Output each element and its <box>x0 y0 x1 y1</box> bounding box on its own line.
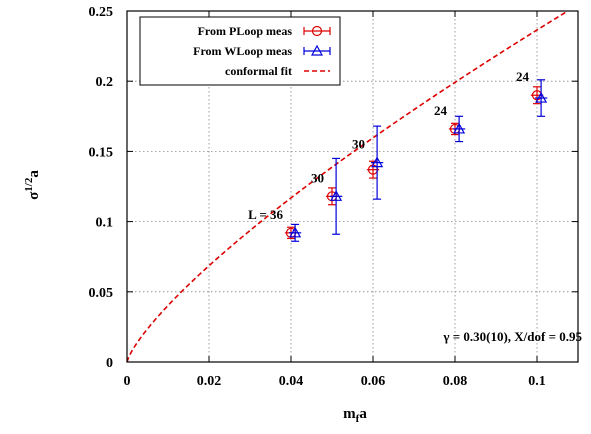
legend-swatch-wloop <box>303 44 331 56</box>
triangle-marker <box>371 156 384 168</box>
x-tick-label: 0 <box>124 374 131 389</box>
legend: From PLoop meas From WLoop meas conforma… <box>139 16 341 86</box>
fit-curve-layer <box>126 10 568 363</box>
lattice-size-label: 30 <box>352 137 365 152</box>
fit-curve <box>126 10 568 363</box>
legend-label-ploop: From PLoop meas <box>198 24 293 38</box>
triangle-marker <box>453 122 466 134</box>
legend-swatch-ploop <box>303 25 331 37</box>
wloop-point <box>288 223 302 242</box>
tick-labels: 0 0.02 0.04 0.06 0.08 0.1 0 0.05 0.1 0.15 0.2 0.25 <box>89 5 546 389</box>
y-tick-label: 0.15 <box>89 145 114 160</box>
x-axis-title-tail: a <box>359 406 367 422</box>
triangle-marker <box>289 226 302 238</box>
y-axis-title-tail: a <box>26 170 42 178</box>
wloop-point <box>452 115 466 143</box>
wloop-point <box>329 157 343 235</box>
plot-frame <box>126 10 579 363</box>
plot-border <box>126 10 579 363</box>
y-axis-title: σ1/2a <box>23 170 42 200</box>
triangle-marker <box>330 190 343 201</box>
series-layer <box>284 79 548 242</box>
lattice-size-label: L = 36 <box>248 207 283 222</box>
legend-label-wloop: From WLoop meas <box>193 44 292 58</box>
legend-label-fit: conformal fit <box>225 64 292 78</box>
x-tick-label: 0.02 <box>197 374 222 389</box>
y-axis-title-main: σ <box>26 191 42 200</box>
y-tick-label: 0.25 <box>89 5 114 20</box>
x-tick-label: 0.06 <box>361 374 386 389</box>
point-labels: L = 36 30 30 24 24 <box>248 69 529 222</box>
x-tick-label: 0.04 <box>279 374 304 389</box>
y-tick-label: 0 <box>106 356 113 371</box>
x-axis-title-main: m <box>343 406 356 422</box>
fit-annotation: γ = 0.30(10), X/dof = 0.95 <box>442 329 582 344</box>
x-tick-label: 0.1 <box>528 374 546 389</box>
x-tick-label: 0.08 <box>443 374 468 389</box>
y-axis-title-sup: 1/2 <box>23 177 35 192</box>
wloop-point <box>534 79 548 117</box>
y-tick-label: 0.2 <box>96 75 114 90</box>
x-axis-title: mfa <box>343 406 367 425</box>
grid <box>127 11 578 362</box>
y-tick-label: 0.05 <box>89 286 114 301</box>
x-axis-title-sub: f <box>356 413 360 425</box>
triangle-marker <box>535 91 548 103</box>
lattice-size-label: 24 <box>516 69 530 84</box>
lattice-size-label: 24 <box>434 103 448 118</box>
y-tick-label: 0.1 <box>96 216 114 231</box>
lattice-size-label: 30 <box>311 170 324 185</box>
wloop-point <box>370 125 384 200</box>
